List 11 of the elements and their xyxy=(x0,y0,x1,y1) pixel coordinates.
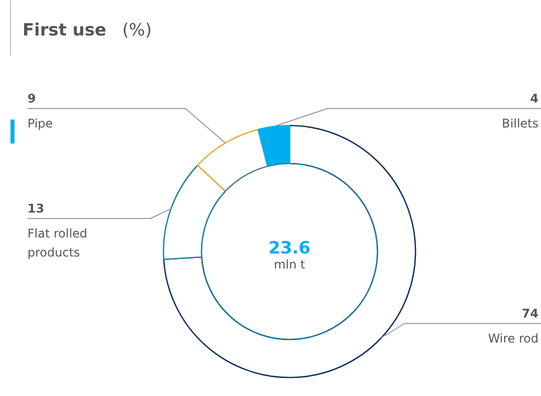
text: 23.6 xyxy=(268,238,310,258)
slice-label: Flat rolled products xyxy=(28,226,88,260)
slice-label: Billets xyxy=(502,116,539,130)
data-label: 74 xyxy=(522,306,539,320)
chart-title: First use (%) xyxy=(22,20,152,40)
text: mln t xyxy=(274,258,306,272)
data-label: 13 xyxy=(28,202,44,216)
slice-label: Pipe xyxy=(28,116,53,130)
data-label: 9 xyxy=(28,92,36,106)
slice-label: Wire rod xyxy=(488,332,539,346)
data-label: 4 xyxy=(530,92,539,106)
